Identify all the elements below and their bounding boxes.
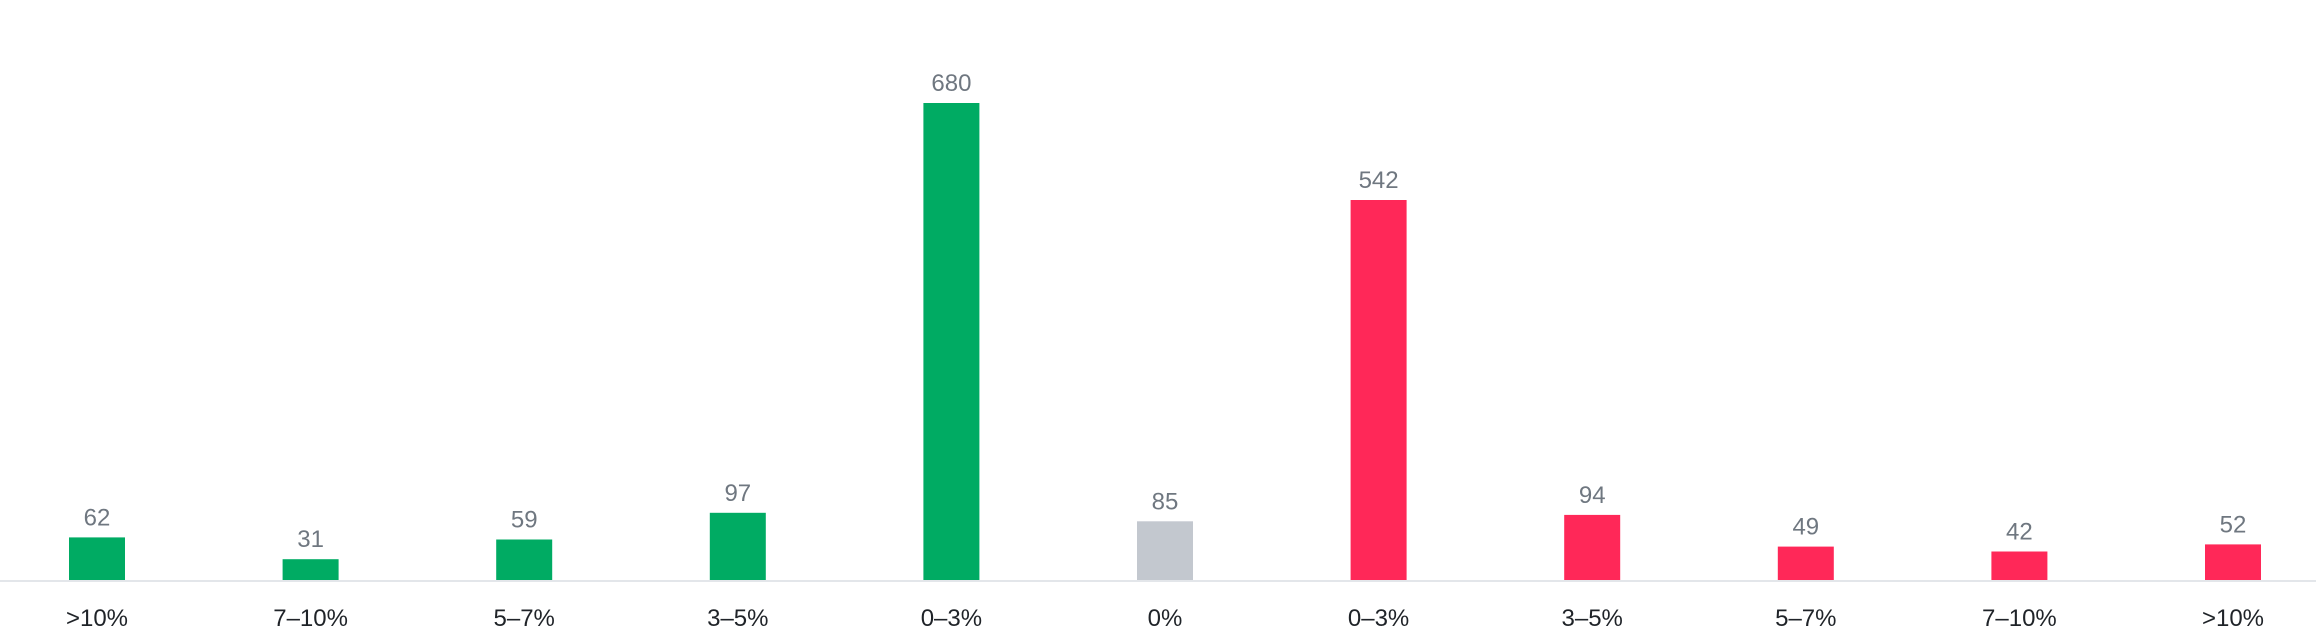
bar-10[interactable] [2205,544,2261,581]
bar-7[interactable] [1564,514,1621,581]
x-tick-label-5: 0% [1148,605,1183,632]
value-label-6: 542 [1359,167,1399,194]
bar-5[interactable] [1137,521,1193,581]
value-label-1: 31 [297,526,324,553]
x-tick-label-3: 3–5% [707,605,768,632]
value-label-3: 97 [724,480,751,507]
x-tick-label-8: 5–7% [1775,605,1836,632]
bar-6[interactable] [1350,200,1407,581]
bar-1[interactable] [282,559,339,581]
x-tick-label-10: >10% [2202,605,2264,632]
x-tick-label-9: 7–10% [1982,605,2057,632]
bar-4[interactable] [923,103,980,581]
value-label-5: 85 [1152,488,1179,515]
x-tick-label-0: >10% [66,605,128,632]
value-label-7: 94 [1579,482,1606,509]
bar-3[interactable] [709,512,766,581]
value-label-0: 62 [84,504,111,531]
x-tick-label-7: 3–5% [1562,605,1623,632]
value-label-4: 680 [931,70,971,97]
value-label-8: 49 [1792,514,1819,541]
bar-2[interactable] [496,539,553,582]
bar-8[interactable] [1777,546,1834,581]
value-label-2: 59 [511,507,538,534]
bars-layer [69,103,2261,581]
bar-9[interactable] [1991,551,2048,582]
x-tick-labels: >10% 7–10% 5–7% 3–5% 0–3% 0% 0–3% 3–5% 5–7% 7–10%… [66,605,2264,632]
x-tick-label-2: 5–7% [494,605,555,632]
x-tick-label-4: 0–3% [921,605,982,632]
value-label-9: 42 [2006,519,2033,546]
value-label-10: 52 [2220,511,2247,538]
bar-0[interactable] [69,537,125,581]
x-tick-label-1: 7–10% [273,605,348,632]
x-tick-label-6: 0–3% [1348,605,1409,632]
value-labels-layer: 62 31 59 97 680 85 542 94 49 42 52 [84,70,2247,553]
